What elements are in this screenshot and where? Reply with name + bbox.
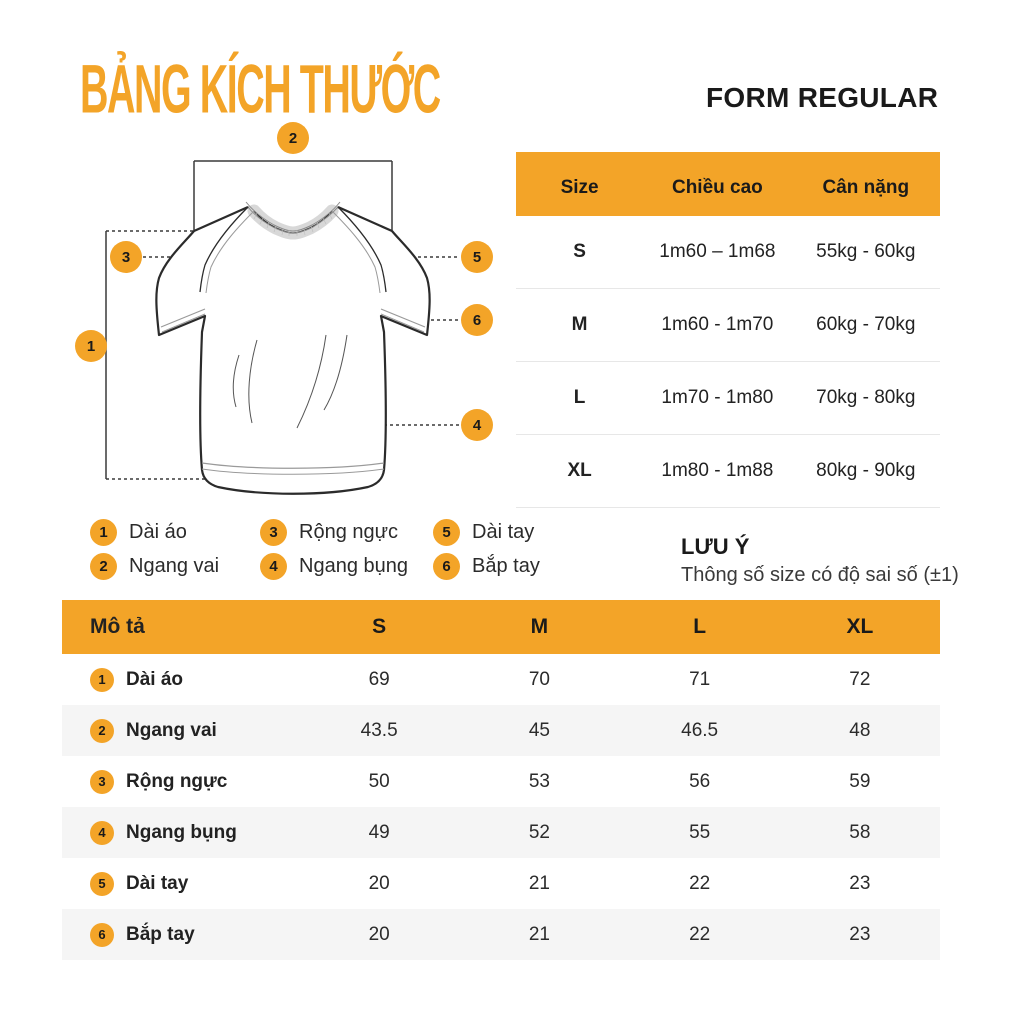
svg-text:4: 4	[473, 417, 482, 434]
svg-text:6: 6	[473, 312, 481, 329]
svg-text:1: 1	[87, 338, 95, 355]
svg-text:2: 2	[289, 130, 297, 147]
svg-text:3: 3	[122, 249, 130, 266]
svg-text:5: 5	[473, 249, 481, 266]
